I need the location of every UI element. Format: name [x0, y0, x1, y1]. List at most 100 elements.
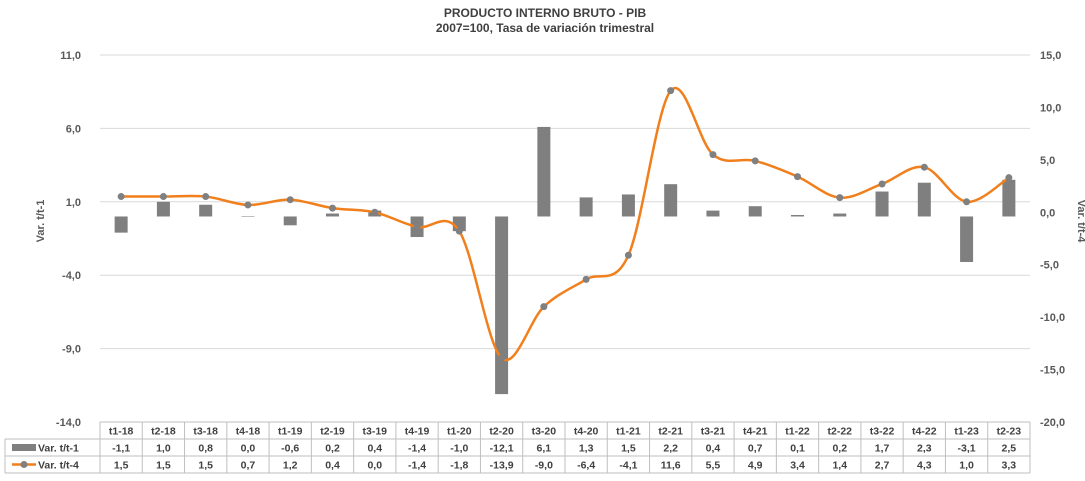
category-label: t1-23: [954, 426, 979, 438]
right-tick-label: -15,0: [1040, 365, 1065, 377]
line-data-label: -1,4: [408, 460, 426, 472]
bar-data-label: 2,5: [1002, 443, 1017, 455]
line-data-label: 1,0: [959, 460, 974, 472]
bar: [875, 191, 889, 217]
line-data-label: 1,5: [198, 460, 213, 472]
legend-label-line: Var. t/t-4: [38, 460, 79, 472]
bar-data-label: 1,0: [156, 443, 171, 455]
line-data-label: -4,1: [619, 460, 637, 472]
line-data-label: 1,4: [832, 460, 847, 472]
bar-data-label: 2,3: [917, 443, 932, 455]
bar: [495, 216, 509, 395]
bar: [156, 201, 170, 217]
line-point: [540, 303, 548, 311]
line-data-label: 11,6: [661, 460, 681, 472]
category-label: t2-18: [151, 426, 176, 438]
chart-title: PRODUCTO INTERNO BRUTO - PIB: [444, 6, 647, 20]
line-point: [498, 354, 506, 362]
line-series-var-t-t-4: [117, 86, 1013, 362]
line-point: [624, 251, 632, 259]
line-data-label: 1,5: [114, 460, 129, 472]
line-data-label: 1,2: [283, 460, 298, 472]
line-point: [920, 163, 928, 171]
line-point: [878, 180, 886, 188]
legend-key-bar: [12, 444, 36, 451]
category-label: t1-21: [616, 426, 641, 438]
bar: [748, 206, 762, 217]
line-data-label: 3,4: [790, 460, 805, 472]
bar-data-label: 1,5: [621, 443, 636, 455]
bar-data-label: -1,0: [450, 443, 468, 455]
line-data-label: -9,0: [535, 460, 553, 472]
bar: [114, 216, 128, 233]
category-label: t3-18: [193, 426, 218, 438]
line-point: [667, 87, 675, 95]
right-axis-label: Var. t/t-4: [1075, 200, 1085, 244]
bar-data-label: 0,2: [832, 443, 847, 455]
bar-data-label: -12,1: [490, 443, 514, 455]
line-point: [1005, 174, 1013, 182]
right-tick-label: -20,0: [1040, 417, 1065, 429]
line-point: [709, 151, 717, 159]
line-point: [244, 201, 252, 209]
left-tick-label: -14,0: [56, 417, 81, 429]
bar-data-label: 0,8: [198, 443, 213, 455]
category-label: t4-22: [912, 426, 937, 438]
line-data-label: 0,0: [367, 460, 382, 472]
series-line: [121, 86, 1010, 362]
bar-data-label: -3,1: [958, 443, 976, 455]
bar-data-label: -1,1: [112, 443, 130, 455]
category-label: t2-20: [489, 426, 514, 438]
bar: [664, 184, 678, 217]
left-tick-label: 11,0: [60, 50, 81, 62]
line-data-label: -6,4: [577, 460, 595, 472]
category-label: t4-20: [574, 426, 599, 438]
category-label: t2-19: [320, 426, 345, 438]
line-data-label: 1,5: [156, 460, 171, 472]
bar-series-var-t-t-1: [114, 126, 1016, 395]
line-point: [963, 198, 971, 206]
category-label: t1-22: [785, 426, 810, 438]
line-data-label: 4,3: [917, 460, 932, 472]
left-axis-ticks: 11,0 6,0 1,0 -4,0 -9,0 -14,0: [56, 50, 81, 429]
bar-data-label: 2,2: [663, 443, 678, 455]
data-table: t1-18 -1,1 1,5 t2-18 1,0 1,5 t3-18 0,8 1,5 t4-18 0…: [4, 421, 1031, 474]
line-point: [751, 157, 759, 165]
line-point: [202, 193, 210, 201]
left-tick-label: 6,0: [66, 123, 81, 135]
bar-data-label: 0,4: [706, 443, 721, 455]
category-label: t4-18: [236, 426, 261, 438]
category-label: t3-20: [532, 426, 557, 438]
line-data-label: -1,8: [450, 460, 468, 472]
bar: [621, 194, 635, 217]
category-label: t1-20: [447, 426, 472, 438]
bar: [579, 197, 593, 217]
line-data-label: 0,4: [325, 460, 340, 472]
right-tick-label: 5,0: [1040, 155, 1055, 167]
category-label: t4-19: [405, 426, 430, 438]
bar-data-label: 0,0: [241, 443, 256, 455]
bar: [833, 213, 847, 217]
category-label: t1-19: [278, 426, 303, 438]
right-tick-label: -10,0: [1040, 312, 1065, 324]
line-point: [286, 196, 294, 204]
category-label: t3-22: [870, 426, 895, 438]
bar: [706, 210, 720, 217]
bar-data-label: 0,7: [748, 443, 763, 455]
legend-label-bar: Var. t/t-1: [38, 443, 79, 455]
bar-data-label: 1,7: [875, 443, 890, 455]
bar-data-label: 1,3: [579, 443, 594, 455]
bar: [283, 216, 297, 226]
line-point: [159, 193, 167, 201]
bar-data-label: 6,1: [537, 443, 552, 455]
line-data-label: 3,3: [1002, 460, 1017, 472]
left-axis-label: Var. t/t-1: [35, 200, 47, 243]
line-point: [836, 194, 844, 202]
line-point: [794, 173, 801, 181]
category-label: t1-18: [109, 426, 134, 438]
gridlines: [100, 54, 1030, 350]
right-tick-label: -5,0: [1040, 260, 1059, 272]
bar: [199, 204, 213, 217]
category-label: t2-21: [658, 426, 683, 438]
line-data-label: 0,7: [241, 460, 256, 472]
